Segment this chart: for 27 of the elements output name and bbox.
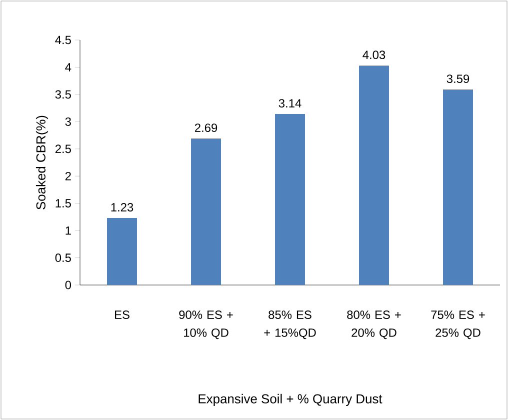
bar xyxy=(359,66,390,285)
x-tick-label: ES xyxy=(115,310,130,319)
y-tick-label: 1.5 xyxy=(56,199,71,208)
y-axis-title: Soaked CBR(%) xyxy=(36,116,48,210)
bar xyxy=(275,114,306,285)
bar xyxy=(107,218,138,285)
x-tick-label: 75% ES + 25% QD xyxy=(431,310,485,340)
data-label: 4.03 xyxy=(362,50,386,60)
data-label: 1.23 xyxy=(111,203,134,212)
x-tick-label: 90% ES + 10% QD xyxy=(179,310,233,340)
x-tick-label: 85% ES + 15%QD xyxy=(264,310,316,340)
y-tick-label: 0.5 xyxy=(55,254,71,262)
data-label: 3.59 xyxy=(446,74,470,84)
bar xyxy=(191,138,222,285)
y-tick-label: 0 xyxy=(65,280,72,290)
y-tick-label: 2.5 xyxy=(55,144,71,154)
y-tick-label: 1 xyxy=(66,226,71,235)
x-axis-title: Expansive Soil + % Quarry Dust xyxy=(198,394,382,406)
x-tick-label: 80% ES + 20% QD xyxy=(347,310,401,340)
y-tick-label: 2 xyxy=(65,172,71,180)
y-tick-label: 4 xyxy=(65,63,72,72)
y-tick-label: 3 xyxy=(65,117,71,126)
data-label: 3.14 xyxy=(278,99,302,108)
y-tick-label: 3.5 xyxy=(55,90,71,99)
bar xyxy=(443,90,474,285)
y-tick-label: 4.5 xyxy=(55,36,71,44)
data-label: 2.69 xyxy=(194,124,218,132)
